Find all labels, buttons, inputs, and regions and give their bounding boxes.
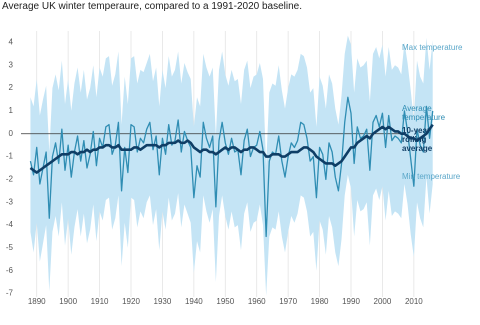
- y-tick-label: -4: [6, 220, 14, 229]
- x-tick-label: 1940: [185, 297, 203, 306]
- rolling-average-line: [29, 123, 434, 174]
- x-tick-label: 1920: [122, 297, 140, 306]
- legend-label: Average temperature: [402, 104, 446, 122]
- y-tick-label: 2: [9, 83, 14, 92]
- x-tick-label: 1930: [154, 297, 172, 306]
- x-tick-label: 1950: [216, 297, 234, 306]
- x-tick-label: 2000: [374, 297, 392, 306]
- y-tick-label: -7: [6, 289, 14, 298]
- y-tick-label: 4: [9, 38, 14, 47]
- x-tick-label: 1990: [342, 297, 360, 306]
- x-tick-label: 1900: [59, 297, 77, 306]
- legend-label: 10-year rolling average: [402, 126, 433, 153]
- y-tick-label: -1: [6, 152, 14, 161]
- y-tick-label: 1: [9, 106, 14, 115]
- legend-label: Max temperature: [402, 43, 463, 52]
- y-tick-label: -6: [6, 266, 14, 275]
- x-tick-label: 1910: [91, 297, 109, 306]
- temperature-range-band: [30, 35, 433, 296]
- x-tick-label: 1960: [248, 297, 266, 306]
- x-tick-label: 1970: [279, 297, 297, 306]
- average-line: [29, 96, 434, 238]
- legend-label: Min temperature: [402, 172, 461, 181]
- x-tick-label: 1890: [28, 297, 46, 306]
- x-tick-label: 1980: [311, 297, 329, 306]
- y-tick-label: 0: [9, 129, 14, 138]
- y-tick-label: -2: [6, 175, 14, 184]
- y-tick-label: -5: [6, 243, 14, 252]
- y-tick-label: -3: [6, 197, 14, 206]
- chart-title: Average UK winter temperaure, compared t…: [2, 1, 302, 12]
- y-tick-label: 3: [9, 60, 14, 69]
- x-tick-label: 2010: [405, 297, 423, 306]
